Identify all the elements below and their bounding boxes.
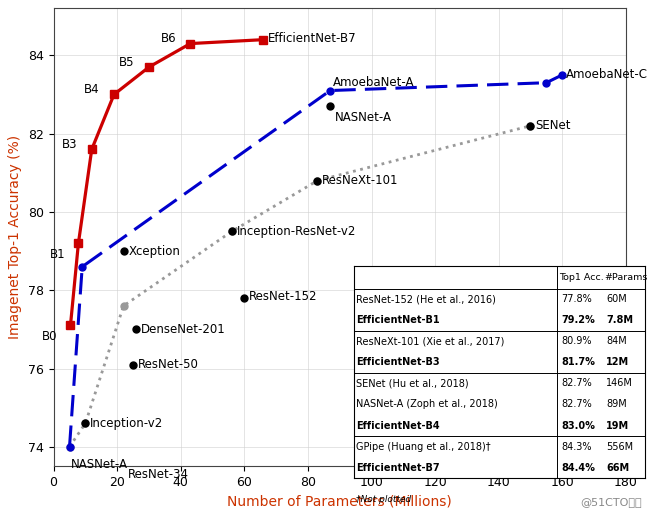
Text: Top1 Acc.: Top1 Acc.: [559, 273, 604, 282]
Text: 79.2%: 79.2%: [561, 315, 594, 325]
Text: SENet: SENet: [535, 119, 571, 132]
Text: NASNet-A: NASNet-A: [335, 112, 392, 125]
Text: EfficientNet-B1: EfficientNet-B1: [355, 315, 440, 325]
Text: 7.8M: 7.8M: [606, 315, 633, 325]
Text: 556M: 556M: [606, 442, 634, 452]
Text: NASNet-A: NASNet-A: [70, 458, 128, 471]
Text: 81.7%: 81.7%: [561, 357, 595, 367]
Text: 80.9%: 80.9%: [561, 336, 591, 346]
Text: NASNet-A (Zoph et al., 2018): NASNet-A (Zoph et al., 2018): [355, 400, 497, 409]
Text: EfficientNet-B3: EfficientNet-B3: [355, 357, 440, 367]
Text: Xception: Xception: [128, 245, 180, 257]
Text: #Params: #Params: [604, 273, 648, 282]
Y-axis label: Imagenet Top-1 Accuracy (%): Imagenet Top-1 Accuracy (%): [9, 135, 23, 340]
Text: B5: B5: [119, 56, 134, 69]
Text: 82.7%: 82.7%: [561, 400, 592, 409]
Text: B1: B1: [50, 248, 66, 261]
Text: 84.3%: 84.3%: [561, 442, 591, 452]
Text: EfficientNet-B7: EfficientNet-B7: [268, 32, 357, 45]
Text: B3: B3: [62, 138, 77, 151]
Text: †Not plotted: †Not plotted: [355, 495, 410, 504]
Text: AmoebaNet-C: AmoebaNet-C: [565, 68, 647, 81]
Text: ResNet-152: ResNet-152: [249, 290, 318, 302]
Text: B6: B6: [160, 33, 176, 45]
Text: 12M: 12M: [606, 357, 630, 367]
Text: 146M: 146M: [606, 378, 633, 388]
Text: SENet (Hu et al., 2018): SENet (Hu et al., 2018): [355, 378, 468, 388]
Text: ResNet-50: ResNet-50: [138, 358, 199, 371]
Text: 66M: 66M: [606, 463, 630, 473]
Text: 82.7%: 82.7%: [561, 378, 592, 388]
Text: ResNet-34: ResNet-34: [128, 468, 189, 481]
Text: @51CTO博客: @51CTO博客: [581, 497, 642, 507]
Text: GPipe (Huang et al., 2018)†: GPipe (Huang et al., 2018)†: [355, 442, 491, 452]
Text: 77.8%: 77.8%: [561, 294, 592, 304]
Text: 84M: 84M: [606, 336, 627, 346]
Text: EfficientNet-B4: EfficientNet-B4: [355, 420, 440, 431]
Text: 19M: 19M: [606, 420, 630, 431]
Text: DenseNet-201: DenseNet-201: [141, 323, 226, 336]
Text: AmoebaNet-A: AmoebaNet-A: [334, 75, 415, 88]
Text: ResNeXt-101 (Xie et al., 2017): ResNeXt-101 (Xie et al., 2017): [355, 336, 504, 346]
Text: B0: B0: [42, 330, 58, 343]
Text: Inception-v2: Inception-v2: [90, 417, 164, 430]
Text: B4: B4: [84, 83, 100, 96]
Text: 83.0%: 83.0%: [561, 420, 595, 431]
X-axis label: Number of Parameters (Millions): Number of Parameters (Millions): [227, 495, 452, 509]
Text: ResNet-152 (He et al., 2016): ResNet-152 (He et al., 2016): [355, 294, 495, 304]
Text: 84.4%: 84.4%: [561, 463, 595, 473]
Text: ResNeXt-101: ResNeXt-101: [322, 174, 399, 187]
Text: 89M: 89M: [606, 400, 627, 409]
Text: EfficientNet-B7: EfficientNet-B7: [355, 463, 440, 473]
Text: Inception-ResNet-v2: Inception-ResNet-v2: [236, 225, 355, 238]
Text: 60M: 60M: [606, 294, 627, 304]
